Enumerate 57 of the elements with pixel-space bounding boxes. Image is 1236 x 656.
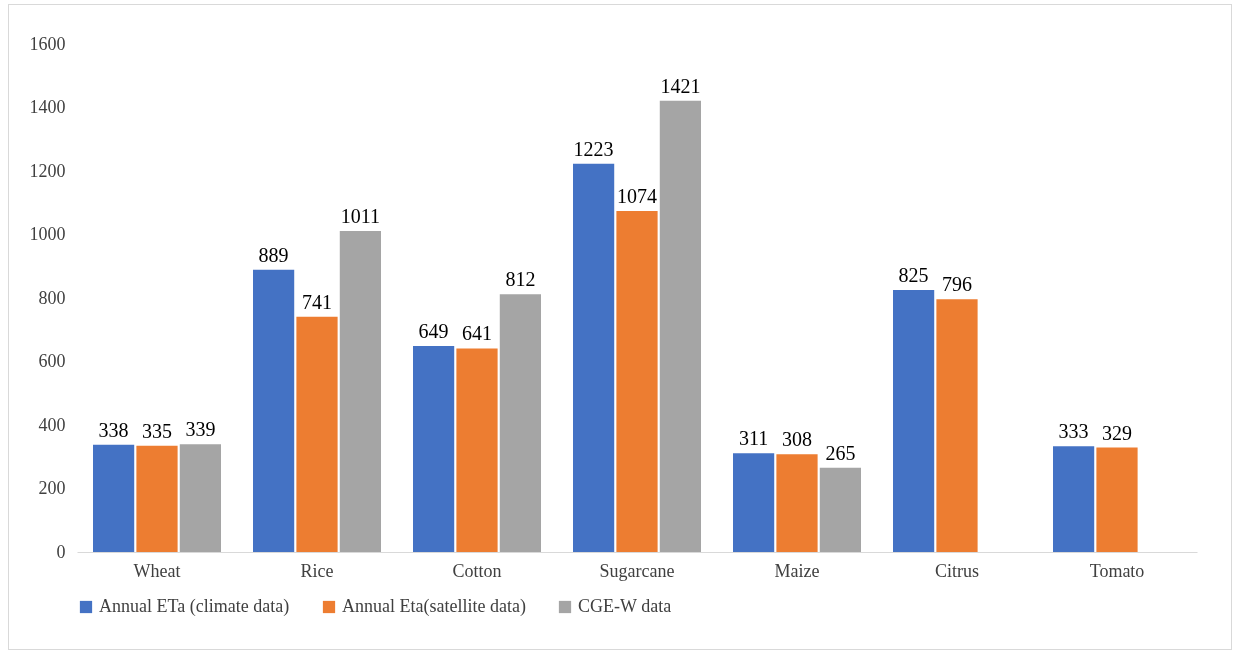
data-label: 1421 xyxy=(660,74,701,97)
data-label: 649 xyxy=(418,319,449,342)
data-label: 338 xyxy=(98,418,129,441)
data-label: 339 xyxy=(185,418,216,441)
y-tick-label: 600 xyxy=(38,351,66,371)
bar xyxy=(776,454,818,552)
bar xyxy=(1053,446,1095,552)
data-label: 1074 xyxy=(617,185,657,208)
bar xyxy=(499,294,541,552)
data-label: 333 xyxy=(1058,420,1089,443)
bar xyxy=(659,100,701,552)
y-tick-label: 1200 xyxy=(29,160,66,181)
bar xyxy=(339,231,381,552)
y-tick-label: 1600 xyxy=(29,33,66,54)
bar xyxy=(893,290,935,552)
data-label: 308 xyxy=(782,428,812,451)
bar xyxy=(179,444,221,552)
bar xyxy=(413,345,455,552)
bar xyxy=(936,299,978,552)
y-tick-label: 400 xyxy=(38,414,66,435)
data-label: 311 xyxy=(738,427,769,450)
x-tick-label: Wheat xyxy=(133,560,181,581)
bar xyxy=(296,316,338,552)
y-tick-label: 1400 xyxy=(29,97,66,117)
bar xyxy=(456,348,498,552)
data-label: 641 xyxy=(462,322,492,345)
legend-label: Annual Eta(satellite data) xyxy=(342,596,526,617)
bar xyxy=(573,163,615,552)
data-label: 812 xyxy=(505,268,536,291)
x-tick-label: Citrus xyxy=(934,560,980,581)
bar xyxy=(93,444,135,552)
legend-label: CGE-W data xyxy=(578,596,672,616)
data-label: 796 xyxy=(942,273,972,296)
data-label: 825 xyxy=(898,264,929,287)
x-tick-label: Tomato xyxy=(1089,560,1145,581)
data-label: 1011 xyxy=(340,205,381,228)
y-tick-label: 200 xyxy=(38,478,66,498)
x-tick-label: Rice xyxy=(300,560,334,581)
data-label: 889 xyxy=(258,243,289,266)
bar xyxy=(616,211,658,552)
x-tick-label: Cotton xyxy=(452,560,502,581)
bar xyxy=(253,269,295,552)
y-tick-label: 1000 xyxy=(29,224,66,244)
bar xyxy=(1096,447,1138,552)
legend-label: Annual ETa (climate data) xyxy=(99,596,290,617)
y-tick-label: 800 xyxy=(38,287,66,308)
x-tick-label: Sugarcane xyxy=(599,560,675,581)
y-tick-label: 0 xyxy=(56,541,66,562)
bar xyxy=(136,445,178,552)
bar xyxy=(819,467,861,552)
x-tick-label: Maize xyxy=(774,560,820,581)
data-label: 1223 xyxy=(573,137,614,160)
data-label: 335 xyxy=(142,419,172,442)
bar xyxy=(733,453,775,552)
data-label: 329 xyxy=(1102,421,1132,444)
data-label: 741 xyxy=(302,290,332,313)
data-label: 265 xyxy=(825,441,856,464)
